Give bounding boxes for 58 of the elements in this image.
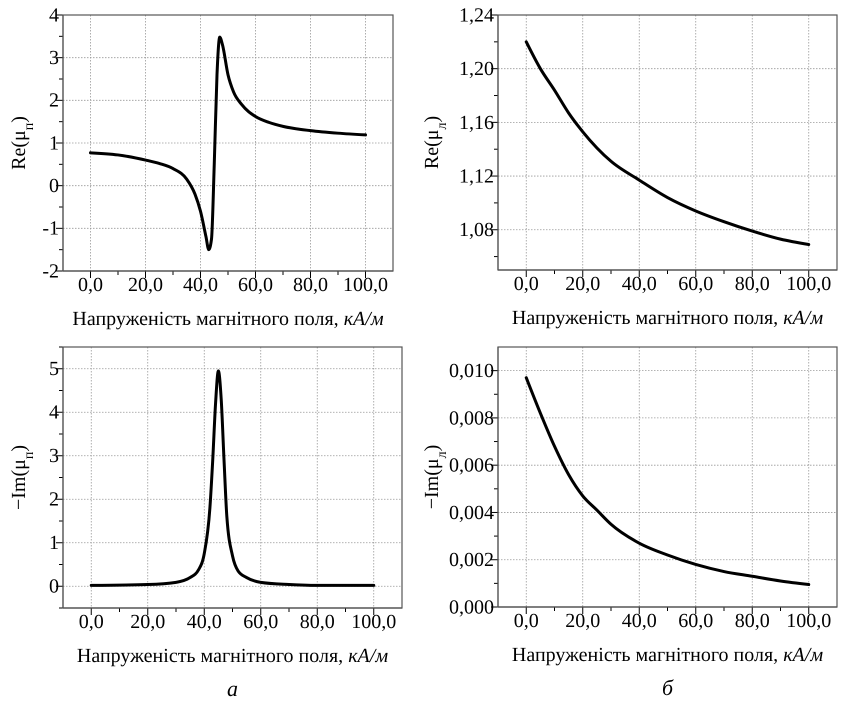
x-tick-label: 60,0 xyxy=(678,610,714,632)
y-tick-label: 1,16 xyxy=(459,112,494,134)
x-tick-label: 0,0 xyxy=(78,274,103,296)
x-axis-title: Напруженість магнітного поля, кА/м xyxy=(512,644,824,666)
x-tick-label: 80,0 xyxy=(734,610,770,632)
line-series xyxy=(524,40,810,246)
y-tick-label: 1,08 xyxy=(459,219,494,242)
x-tick-label: 0,0 xyxy=(514,610,539,632)
y-tick-label: 1 xyxy=(49,132,59,154)
x-tick-label: 80,0 xyxy=(734,273,770,296)
y-tick-label: -1 xyxy=(42,218,59,240)
x-axis-title: Напруженість магнітного поля, кА/м xyxy=(72,308,384,330)
y-tick-label: -2 xyxy=(42,260,59,282)
text: а xyxy=(227,676,238,701)
y-tick-label: 4 xyxy=(49,402,59,424)
y-tick-label: 1 xyxy=(49,532,59,554)
y-tick-label: 0,010 xyxy=(449,360,494,382)
y-tick-label: 0,008 xyxy=(449,407,494,430)
x-tick-label: 100,0 xyxy=(343,274,388,296)
y-tick-label: 2 xyxy=(49,488,59,511)
x-tick-label: 20,0 xyxy=(565,273,600,296)
x-tick-label: 0,0 xyxy=(514,273,539,296)
y-tick-label: 0,000 xyxy=(449,596,494,618)
y-tick-label: 3 xyxy=(49,47,59,70)
x-axis-title: Напруженість магнітного поля, кА/м xyxy=(76,645,388,667)
x-tick-label: 40,0 xyxy=(186,611,222,634)
x-tick-label: 40,0 xyxy=(622,273,657,296)
x-tick-label: 60,0 xyxy=(243,611,278,634)
x-tick-label: 100,0 xyxy=(786,610,832,632)
y-tick-label: 2 xyxy=(49,90,59,112)
y-tick-label: 0 xyxy=(49,175,59,198)
x-tick-label: 20,0 xyxy=(128,274,163,296)
y-tick-label: 0,002 xyxy=(449,549,494,572)
y-tick-label: 0 xyxy=(49,576,59,598)
line-series xyxy=(89,36,367,252)
x-tick-label: 100,0 xyxy=(351,611,396,634)
y-tick-label: 1,12 xyxy=(459,165,494,188)
y-tick-label: 0,006 xyxy=(449,454,494,477)
y-tick-label: 1,24 xyxy=(459,4,494,26)
x-tick-label: 40,0 xyxy=(622,610,657,632)
x-tick-label: 40,0 xyxy=(183,274,218,296)
x-tick-label: 80,0 xyxy=(300,611,335,634)
x-tick-label: 60,0 xyxy=(678,273,714,296)
x-tick-label: 80,0 xyxy=(293,274,328,296)
x-axis-title: Напруженість магнітного поля, кА/м xyxy=(512,307,824,329)
x-tick-label: 20,0 xyxy=(130,611,166,634)
x-tick-label: 100,0 xyxy=(786,273,832,296)
line-series xyxy=(90,369,376,587)
line-series xyxy=(524,376,810,586)
x-tick-label: 60,0 xyxy=(238,274,273,296)
x-tick-label: 20,0 xyxy=(565,610,600,632)
y-tick-label: 0,004 xyxy=(449,502,494,524)
y-tick-label: 3 xyxy=(49,445,59,468)
x-tick-label: 0,0 xyxy=(78,611,104,634)
y-tick-label: 4 xyxy=(49,4,59,26)
y-tick-label: 5 xyxy=(49,358,59,380)
y-tick-label: 1,20 xyxy=(459,58,494,80)
text: б xyxy=(662,675,674,700)
